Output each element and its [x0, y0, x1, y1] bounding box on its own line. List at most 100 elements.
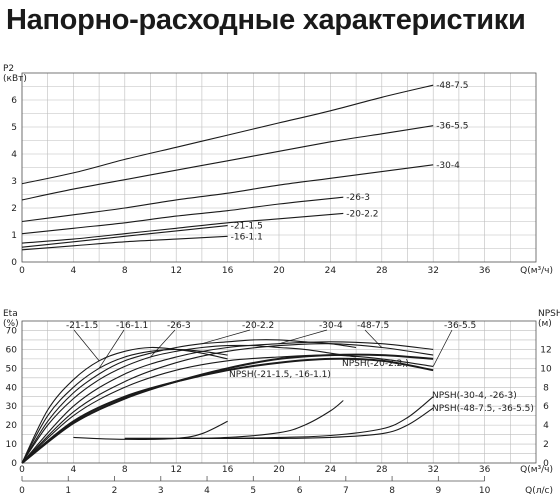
- eta-x-tick-label: 36: [479, 465, 491, 475]
- eta-series-line: [21, 341, 434, 464]
- eta-series-line: [21, 339, 357, 464]
- p2-y-tick-label: 6: [11, 96, 17, 106]
- flow-ls-tick-label: 7: [343, 486, 349, 496]
- p2-series-line: [21, 196, 344, 235]
- eta-series-label: -20-2.2: [242, 321, 274, 331]
- p2-x-tick-label: 36: [479, 266, 491, 276]
- eta-label-leader: [364, 329, 383, 348]
- flow-ls-tick-label: 6: [297, 486, 303, 496]
- p2-series-line: [21, 84, 434, 185]
- npsh-series-line: [124, 407, 434, 439]
- flow-ls-tick-label: 5: [250, 486, 256, 496]
- eta-x-tick-label: 24: [325, 465, 337, 475]
- p2-x-tick-label: 32: [427, 266, 438, 276]
- p2-series-line: [21, 235, 228, 251]
- flow-ls-tick-label: 8: [389, 486, 395, 496]
- npsh-y-tick-label: 2: [543, 440, 549, 450]
- p2-series-label: -30-4: [436, 161, 460, 171]
- p2-x-tick-label: 20: [273, 266, 285, 276]
- npsh-y-axis-label: (м): [538, 319, 552, 329]
- eta-series-label: -16-1.1: [116, 321, 148, 331]
- eta-y-axis-label: (%): [3, 319, 19, 329]
- eta-label-leader: [73, 329, 100, 361]
- eta-y-tick-label: 20: [6, 421, 18, 431]
- p2-y-tick-label: 2: [11, 204, 17, 214]
- npsh-y-tick-label: 0: [543, 459, 549, 469]
- p2-y-axis-label: P2: [3, 64, 14, 74]
- p2-y-tick-label: 5: [11, 123, 17, 133]
- p2-x-tick-label: 4: [71, 266, 77, 276]
- p2-x-axis-label: Q(м³/ч): [520, 266, 553, 276]
- eta-series-label: -30-4: [319, 321, 343, 331]
- npsh-y-tick-label: 8: [543, 383, 549, 393]
- eta-y-tick-label: 70: [6, 326, 18, 336]
- npsh-y-tick-label: 10: [540, 364, 552, 374]
- p2-y-tick-label: 0: [11, 258, 17, 268]
- npsh-series-label: NPSH(-48-7.5, -36-5.5): [432, 404, 534, 414]
- eta-series-line: [21, 346, 228, 464]
- eta-x-tick-label: 12: [170, 465, 181, 475]
- eta-y-tick-label: 50: [6, 364, 18, 374]
- eta-x-tick-label: 4: [71, 465, 77, 475]
- eta-series-line: [21, 343, 434, 464]
- p2-series-line: [21, 125, 434, 201]
- eta-x-tick-label: 28: [376, 465, 388, 475]
- page-title: Напорно-расходные характеристики: [6, 4, 526, 36]
- eta-label-leader: [150, 329, 176, 358]
- eta-y-tick-label: 0: [11, 459, 17, 469]
- p2-series-label: -36-5.5: [436, 122, 468, 132]
- npsh-series-label: NPSH(-30-4, -26-3): [432, 391, 517, 401]
- p2-x-tick-label: 24: [325, 266, 337, 276]
- eta-x-axis-label: Q(м³/ч): [520, 465, 553, 475]
- npsh-y-tick-label: 12: [540, 345, 551, 355]
- p2-series-label: -20-2.2: [346, 209, 378, 219]
- eta-y-tick-label: 10: [6, 440, 18, 450]
- eta-y-tick-label: 30: [6, 402, 18, 412]
- p2-plot-frame: [21, 72, 537, 263]
- eta-label-leader: [201, 329, 251, 345]
- p2-series-line: [21, 225, 228, 248]
- flow-ls-tick-label: 4: [204, 486, 210, 496]
- eta-label-leader: [98, 329, 125, 369]
- p2-y-tick-label: 1: [11, 231, 17, 241]
- eta-x-tick-label: 20: [273, 465, 285, 475]
- npsh-series-label: NPSH(-21-1.5, -16-1.1): [229, 370, 331, 380]
- eta-x-tick-label: 8: [122, 465, 128, 475]
- eta-series-label: -26-3: [167, 321, 191, 331]
- p2-y-axis-label: (кВт): [3, 74, 27, 84]
- eta-series-line-thick: [21, 357, 434, 464]
- p2-series-label: -21-1.5: [231, 222, 263, 232]
- p2-x-tick-label: 16: [222, 266, 234, 276]
- flow-ls-tick-label: 2: [112, 486, 118, 496]
- p2-series-line: [21, 212, 344, 244]
- p2-series-label: -16-1.1: [231, 232, 263, 242]
- eta-x-tick-label: 16: [222, 465, 234, 475]
- flow-ls-tick-label: 1: [65, 486, 71, 496]
- p2-y-tick-label: 3: [11, 177, 17, 187]
- eta-label-leader: [432, 329, 453, 367]
- npsh-series-label: NPSH(-20-2.2,): [342, 359, 409, 369]
- eta-series-label: -21-1.5: [66, 321, 98, 331]
- flow-ls-tick-label: 10: [479, 486, 491, 496]
- p2-series-label: -26-3: [346, 193, 370, 203]
- p2-x-tick-label: 28: [376, 266, 388, 276]
- eta-y-axis-label: Eta: [3, 309, 18, 319]
- eta-series-label: -48-7.5: [357, 321, 389, 331]
- p2-series-label: -48-7.5: [436, 81, 468, 91]
- eta-series-line-thick: [21, 353, 434, 464]
- eta-series-line: [21, 344, 357, 464]
- eta-plot-frame: [21, 320, 537, 464]
- flow-ls-tick-label: 0: [19, 486, 25, 496]
- eta-label-leader: [278, 329, 328, 345]
- eta-series-label: -36-5.5: [444, 321, 476, 331]
- p2-x-tick-label: 0: [19, 266, 25, 276]
- eta-x-tick-label: 32: [427, 465, 438, 475]
- eta-x-tick-label: 0: [19, 465, 25, 475]
- flow-ls-tick-label: 9: [435, 486, 441, 496]
- p2-series-line: [21, 164, 434, 223]
- flow-ls-tick-label: 3: [158, 486, 164, 496]
- eta-y-tick-label: 40: [6, 383, 18, 393]
- p2-y-tick-label: 4: [11, 150, 17, 160]
- eta-series-line: [21, 348, 228, 464]
